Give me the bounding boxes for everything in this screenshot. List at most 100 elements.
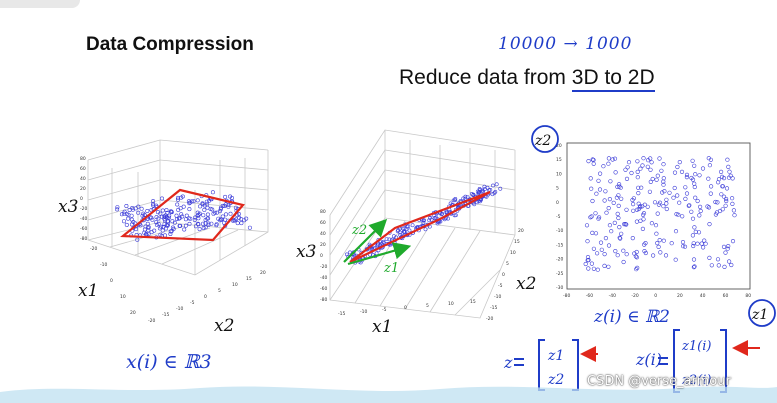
scatter-point	[585, 239, 590, 244]
scatter-point	[452, 213, 457, 218]
scatter-point	[191, 199, 196, 204]
plot1-x-tick: 15	[246, 276, 252, 282]
scatter-point	[134, 227, 139, 232]
scatter-point	[692, 225, 697, 230]
plot3-y-tick: -20	[556, 257, 563, 263]
scatter-point	[649, 221, 655, 226]
scatter-point	[195, 198, 200, 203]
plot1-y-tick: -10	[100, 262, 107, 268]
plot2-z-tick: 40	[320, 231, 326, 237]
scatter-point	[453, 196, 458, 201]
plot1-x-tick: 0	[204, 294, 207, 300]
scatter-point	[491, 183, 495, 188]
scatter-point	[237, 215, 242, 220]
scatter-point	[169, 209, 174, 214]
scatter-point	[615, 211, 620, 216]
scatter-point	[625, 165, 630, 170]
scatter-point	[485, 185, 490, 190]
scatter-point	[629, 170, 634, 176]
annotation-x-in-R3: x(i) ∈ ℝ3	[126, 351, 212, 373]
scatter-point	[673, 257, 678, 262]
scatter-point	[168, 229, 173, 234]
scatter-point	[697, 213, 702, 218]
plot2-z-tick: -80	[320, 297, 327, 303]
scatter-point	[716, 177, 722, 182]
scatter-point	[602, 198, 607, 203]
plot3-y-tick: 10	[556, 171, 562, 177]
scatter-point	[591, 157, 596, 163]
z2-circle	[531, 125, 559, 153]
scatter-point	[730, 239, 736, 244]
scatter-point	[481, 189, 486, 194]
scatter-point	[209, 221, 214, 226]
subtitle-prefix: Reduce data from	[399, 66, 572, 89]
scatter-point	[621, 259, 626, 265]
scatter-point	[652, 200, 658, 205]
scatter-point	[674, 212, 679, 217]
scatter-point	[718, 169, 724, 174]
scatter-point	[205, 212, 210, 217]
scatter-point	[591, 266, 597, 271]
scatter-point	[589, 261, 595, 266]
plot2-z-tick: -60	[320, 286, 327, 292]
scatter-point	[664, 197, 669, 202]
scatter-point	[664, 201, 669, 206]
scatter-point	[699, 241, 704, 246]
scatter-point	[723, 196, 729, 202]
scatter-point	[143, 224, 148, 229]
scatter-point	[641, 156, 646, 161]
scatter-point	[594, 251, 600, 256]
scatter-point	[606, 161, 611, 166]
scatter-point	[691, 243, 696, 249]
scatter-point	[174, 217, 179, 222]
scatter-point	[602, 252, 607, 257]
scatter-point	[706, 176, 711, 181]
scatter-point	[584, 223, 590, 228]
scatter-point	[186, 199, 191, 204]
scatter-point	[654, 231, 659, 236]
scatter-point	[174, 213, 179, 218]
plot3-x-tick: -60	[586, 293, 593, 299]
scatter-point	[231, 218, 236, 223]
scatter-point	[218, 207, 223, 212]
scatter-point	[119, 212, 124, 217]
scatter-point	[121, 211, 126, 216]
scatter-point	[634, 267, 639, 272]
scatter-point	[693, 229, 698, 234]
scatter-point	[695, 198, 700, 204]
scatter-point	[661, 204, 666, 209]
scatter-point	[656, 244, 661, 249]
scatter-point	[204, 199, 209, 204]
scatter-point	[716, 263, 721, 268]
scatter-point	[684, 175, 690, 180]
plot2-z-tick: -40	[320, 275, 327, 281]
scatter-point	[201, 221, 206, 226]
scatter-point	[179, 212, 184, 217]
scatter-point	[164, 208, 169, 213]
scatter-point	[583, 261, 588, 267]
plot2-z-tick: 60	[320, 220, 326, 226]
scatter-point	[175, 202, 180, 207]
scatter-point	[129, 213, 134, 218]
scatter-point	[653, 223, 659, 228]
scatter-point	[395, 229, 400, 234]
scatter-point	[626, 160, 632, 165]
scatter-point	[606, 156, 612, 161]
scatter-point	[618, 185, 623, 190]
scatter-point	[115, 205, 120, 210]
scatter-point	[223, 194, 228, 199]
scatter-point	[154, 203, 159, 208]
scatter-point	[192, 218, 197, 223]
scatter-point	[154, 220, 159, 225]
scatter-point	[585, 258, 590, 263]
scatter-point	[218, 205, 223, 210]
scatter-point	[224, 212, 229, 217]
scatter-point	[631, 208, 636, 213]
scatter-point	[683, 196, 688, 201]
scatter-point	[726, 175, 732, 180]
scatter-point	[140, 213, 145, 218]
plot2-x-tick: 0	[404, 305, 407, 311]
annotation-z-in-R2: z(i) ∈ ℝ2	[593, 307, 670, 327]
scatter-point	[655, 241, 660, 246]
scatter-point	[690, 158, 695, 163]
